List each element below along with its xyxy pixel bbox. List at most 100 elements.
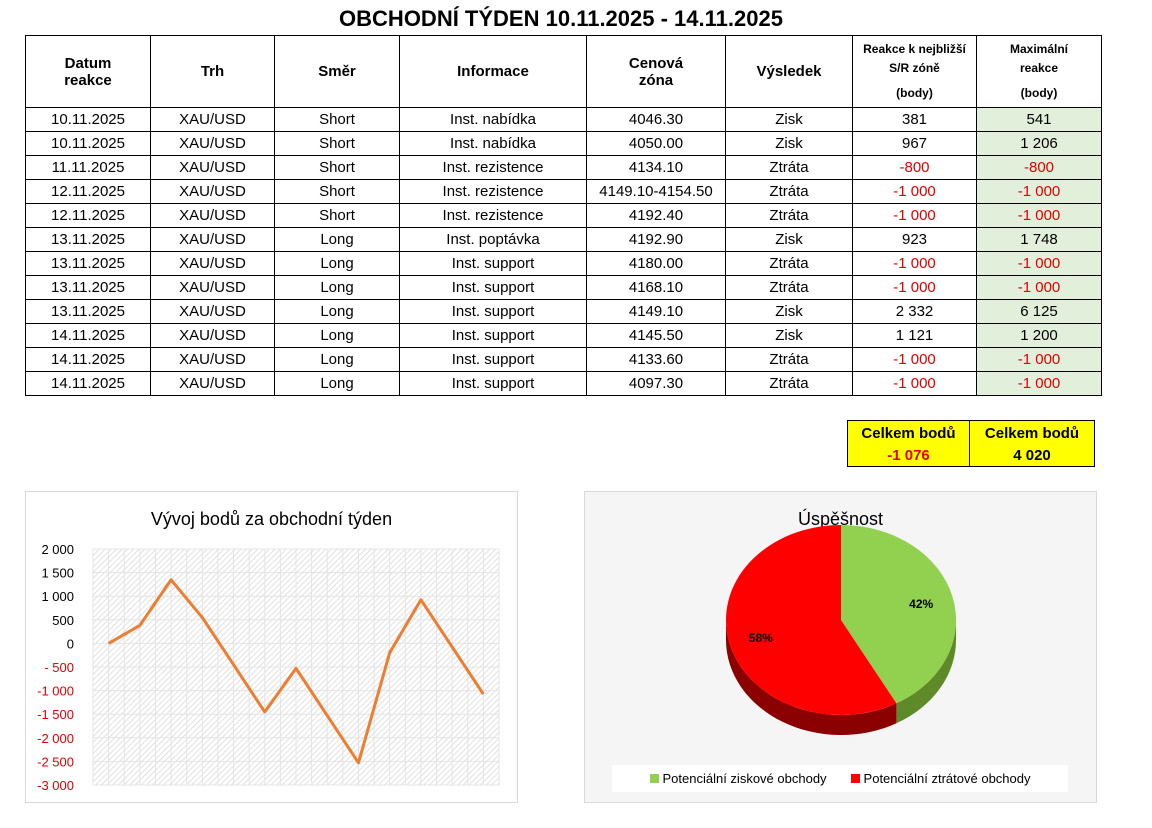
table-cell: XAU/USD [150,203,275,228]
table-cell: -1 000 [852,347,977,372]
table-cell: Long [274,251,400,276]
table-cell: XAU/USD [150,299,275,324]
column-header: Trh [150,35,275,108]
table-cell: 13.11.2025 [25,251,151,276]
table-cell: Inst. support [399,323,587,348]
total-value: -1 076 [887,447,930,464]
table-cell: XAU/USD [150,371,275,396]
y-tick-label: -1 000 [37,684,74,699]
table-cell: 1 121 [852,323,977,348]
table-cell: -1 000 [976,203,1102,228]
trades-table: Datum reakce Trh Směr Informace Cenová zóna Výs… [25,35,1102,396]
table-cell: XAU/USD [150,131,275,156]
table-cell: 1 748 [976,227,1102,252]
table-cell: -1 000 [852,179,977,204]
table-cell: -800 [976,155,1102,180]
table-cell: 541 [976,107,1102,132]
y-tick-label: -3 000 [37,778,74,793]
table-cell: Long [274,275,400,300]
column-header: Směr [274,35,400,108]
table-cell: Long [274,347,400,372]
table-cell: Zisk [725,323,853,348]
table-cell: Short [274,203,400,228]
legend-label: Potenciální ztrátové obchody [863,771,1031,786]
table-cell: 2 332 [852,299,977,324]
table-cell: Inst. support [399,347,587,372]
table-cell: 14.11.2025 [25,347,151,372]
table-cell: XAU/USD [150,323,275,348]
table-cell: -1 000 [852,203,977,228]
table-cell: 13.11.2025 [25,299,151,324]
header-line: Směr [318,63,356,80]
header-line: Reakce k nejbližší [863,42,966,56]
pie-slice [841,525,956,704]
table-cell: 10.11.2025 [25,131,151,156]
table-cell: 11.11.2025 [25,155,151,180]
table-cell: XAU/USD [150,179,275,204]
table-cell: 4133.60 [586,347,726,372]
legend-item-loss: Potenciální ztrátové obchody [850,771,1031,786]
table-row: 14.11.2025 XAU/USD Long Inst. support 4133.6… [25,347,1102,372]
header-line: Cenová [628,54,684,72]
table-cell: Long [274,323,400,348]
table-cell: Zisk [725,107,853,132]
table-cell: 4192.90 [586,227,726,252]
table-cell: 12.11.2025 [25,203,151,228]
table-cell: -1 000 [852,371,977,396]
table-row: 13.11.2025 XAU/USD Long Inst. support 4180.0… [25,251,1102,276]
table-cell: 923 [852,227,977,252]
header-line: Informace [457,63,529,80]
table-cell: 13.11.2025 [25,275,151,300]
total-value: 4 020 [1013,447,1051,464]
total-label: Celkem bodů [861,425,956,442]
table-cell: Inst. poptávka [399,227,587,252]
table-cell: -1 000 [852,275,977,300]
table-row: 11.11.2025 XAU/USD Short Inst. rezistence 41… [25,155,1102,180]
header-line: reakce [64,71,112,89]
total-reaction: Celkem bodů -1 076 [847,420,970,467]
column-header: Maximální reakce (body) [976,35,1102,108]
table-cell: Inst. support [399,275,587,300]
header-line: Datum [64,54,112,72]
table-row: 14.11.2025 XAU/USD Long Inst. support 4145.5… [25,323,1102,348]
table-cell: Short [274,107,400,132]
table-cell: 6 125 [976,299,1102,324]
header-line: Výsledek [756,63,822,80]
table-cell: Inst. rezistence [399,155,587,180]
table-cell: Long [274,299,400,324]
table-cell: 1 206 [976,131,1102,156]
table-cell: 13.11.2025 [25,227,151,252]
header-line: S/R zóně [889,61,940,75]
table-cell: Long [274,371,400,396]
table-cell: 1 200 [976,323,1102,348]
y-tick-label: 1 000 [41,589,74,604]
table-cell: Ztráta [725,371,853,396]
table-cell: 14.11.2025 [25,323,151,348]
legend-item-win: Potenciální ziskové obchody [649,771,827,786]
y-tick-label: -1 500 [37,707,74,722]
table-cell: Ztráta [725,203,853,228]
table-cell: -1 000 [976,371,1102,396]
y-tick-label: 0 [67,636,74,651]
table-cell: Short [274,179,400,204]
column-header: Výsledek [725,35,853,108]
legend-swatch [649,774,659,783]
table-row: 12.11.2025 XAU/USD Short Inst. rezistence 41… [25,203,1102,228]
table-cell: -1 000 [976,347,1102,372]
total-max: Celkem bodů 4 020 [969,420,1095,467]
table-cell: 4149.10 [586,299,726,324]
table-cell: 4180.00 [586,251,726,276]
table-cell: 967 [852,131,977,156]
pie-slice [726,525,897,715]
table-cell: 4168.10 [586,275,726,300]
table-cell: 4050.00 [586,131,726,156]
table-cell: 14.11.2025 [25,371,151,396]
column-header: Reakce k nejbližší S/R zóně (body) [852,35,977,108]
table-cell: -1 000 [852,251,977,276]
table-cell: XAU/USD [150,251,275,276]
pie-slice-side [726,620,897,735]
table-cell: Zisk [725,299,853,324]
table-cell: Inst. nabídka [399,131,587,156]
table-cell: 4097.30 [586,371,726,396]
header-line: (body) [1020,86,1058,100]
